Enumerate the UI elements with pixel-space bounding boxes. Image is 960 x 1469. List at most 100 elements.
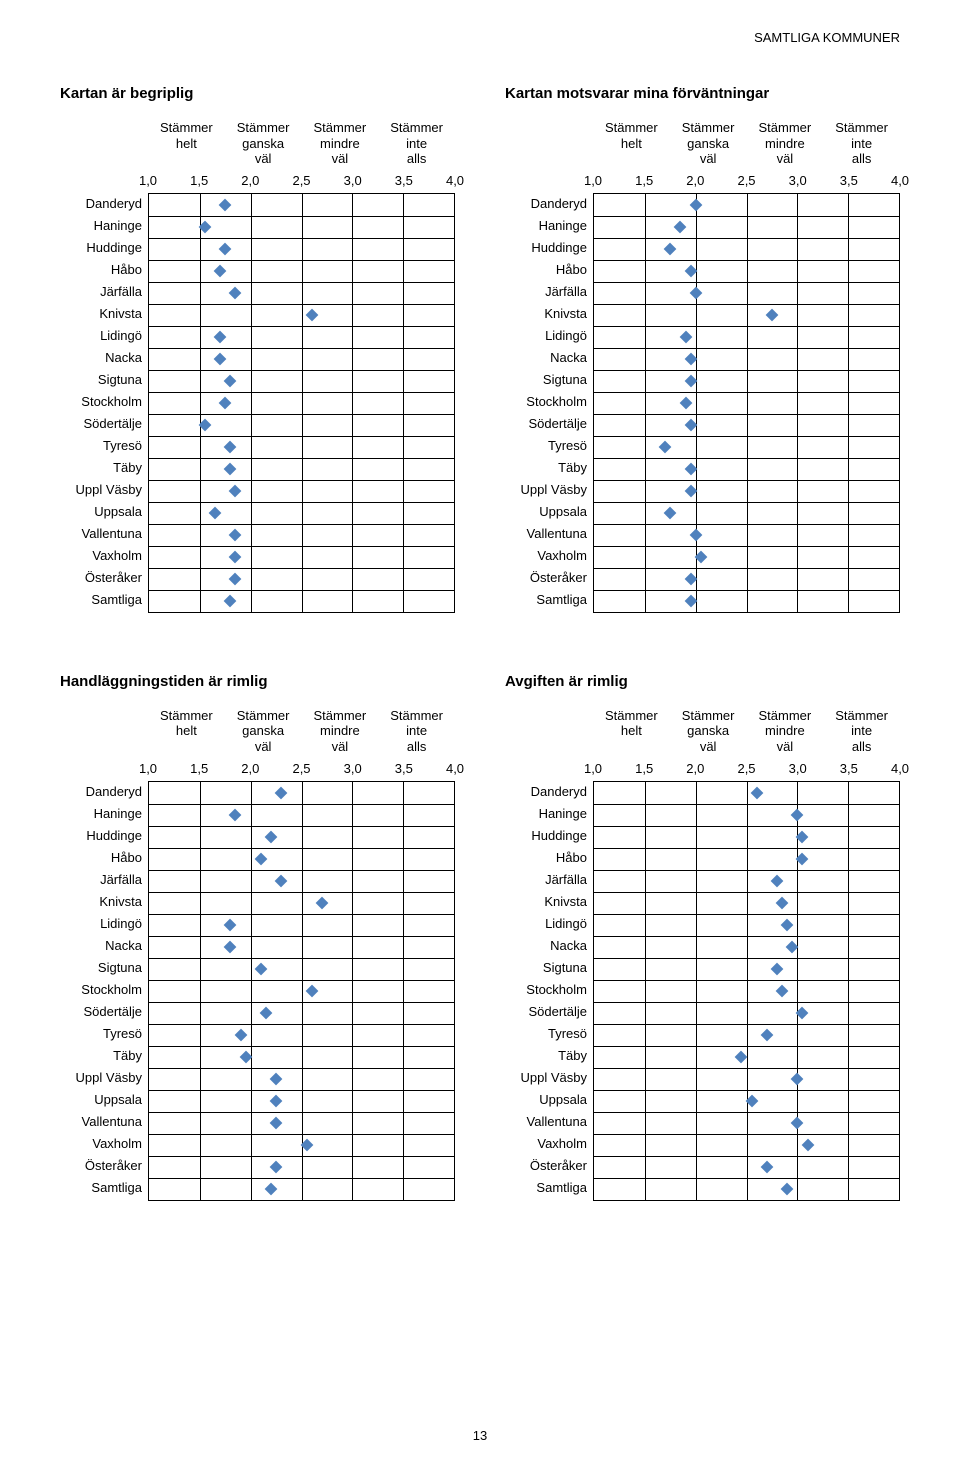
x-tick: 1,0	[584, 173, 602, 188]
data-point	[275, 786, 288, 799]
y-label: Stockholm	[505, 391, 593, 413]
plot-area	[593, 193, 900, 613]
data-point	[275, 874, 288, 887]
y-label: Uppsala	[60, 501, 148, 523]
y-label: Stockholm	[60, 979, 148, 1001]
x-tick: 4,0	[446, 761, 464, 776]
chart-body: DanderydHaningeHuddingeHåboJärfällaKnivs…	[505, 781, 900, 1201]
data-point	[214, 264, 227, 277]
data-point	[760, 1160, 773, 1173]
data-point	[229, 550, 242, 563]
chart-title: Handläggningstiden är rimlig	[60, 673, 455, 690]
scale-label: Stämmerintealls	[823, 120, 900, 167]
y-label: Haninge	[505, 215, 593, 237]
x-tick: 1,5	[635, 761, 653, 776]
grid-v	[200, 782, 201, 1200]
chart-title: Kartan är begriplig	[60, 85, 455, 102]
scale-label: Stämmermindreväl	[302, 120, 379, 167]
charts-row-1: Kartan är begriplig StämmerheltStämmergan…	[60, 85, 900, 613]
data-point	[791, 1116, 804, 1129]
y-label: Tyresö	[60, 1023, 148, 1045]
data-point	[224, 440, 237, 453]
data-point	[224, 940, 237, 953]
y-label: Danderyd	[60, 193, 148, 215]
y-label: Uppl Väsby	[505, 1067, 593, 1089]
y-label: Österåker	[60, 1155, 148, 1177]
scale-label: Stämmerhelt	[148, 120, 225, 167]
x-tick: 3,0	[344, 761, 362, 776]
x-axis: 1,01,52,02,53,03,54,0	[505, 761, 900, 777]
x-tick: 4,0	[891, 761, 909, 776]
y-label: Lidingö	[60, 325, 148, 347]
y-label: Huddinge	[505, 825, 593, 847]
y-label: Vaxholm	[60, 545, 148, 567]
data-point	[659, 440, 672, 453]
y-labels: DanderydHaningeHuddingeHåboJärfällaKnivs…	[60, 781, 148, 1201]
page-number: 13	[0, 1428, 960, 1443]
y-label: Samtliga	[60, 1177, 148, 1199]
x-tick: 1,5	[190, 761, 208, 776]
y-label: Sigtuna	[60, 957, 148, 979]
data-point	[265, 830, 278, 843]
data-point	[229, 286, 242, 299]
scale-label: Stämmerganskaväl	[670, 708, 747, 755]
y-label: Stockholm	[60, 391, 148, 413]
data-point	[781, 1182, 794, 1195]
chart-body: DanderydHaningeHuddingeHåboJärfällaKnivs…	[60, 781, 455, 1201]
data-point	[679, 330, 692, 343]
y-label: Sigtuna	[505, 369, 593, 391]
y-label: Vaxholm	[505, 545, 593, 567]
data-point	[224, 918, 237, 931]
y-label: Vallentuna	[505, 1111, 593, 1133]
data-point	[689, 286, 702, 299]
scale-label: Stämmerhelt	[148, 708, 225, 755]
x-axis: 1,01,52,02,53,03,54,0	[60, 173, 455, 189]
grid-v	[848, 782, 849, 1200]
y-label: Vaxholm	[505, 1133, 593, 1155]
x-tick: 1,0	[139, 173, 157, 188]
chart-1: Kartan är begripligStämmerheltStämmergan…	[60, 85, 455, 613]
data-point	[260, 1006, 273, 1019]
data-point	[270, 1116, 283, 1129]
y-label: Huddinge	[60, 237, 148, 259]
x-tick: 1,0	[584, 761, 602, 776]
y-label: Lidingö	[60, 913, 148, 935]
data-point	[265, 1182, 278, 1195]
data-point	[760, 1028, 773, 1041]
scale-label: Stämmermindreväl	[747, 708, 824, 755]
data-point	[771, 874, 784, 887]
data-point	[791, 1072, 804, 1085]
data-point	[771, 962, 784, 975]
y-label: Uppsala	[505, 501, 593, 523]
data-point	[254, 852, 267, 865]
y-label: Samtliga	[60, 589, 148, 611]
y-label: Knivsta	[60, 303, 148, 325]
data-point	[270, 1094, 283, 1107]
data-point	[224, 462, 237, 475]
y-labels: DanderydHaningeHuddingeHåboJärfällaKnivs…	[60, 193, 148, 613]
data-point	[315, 896, 328, 909]
y-label: Järfälla	[505, 869, 593, 891]
y-label: Knivsta	[505, 303, 593, 325]
data-point	[219, 242, 232, 255]
scale-label: Stämmerhelt	[593, 708, 670, 755]
y-label: Danderyd	[505, 193, 593, 215]
data-point	[801, 1138, 814, 1151]
x-tick: 3,5	[395, 761, 413, 776]
data-point	[270, 1072, 283, 1085]
x-tick: 4,0	[446, 173, 464, 188]
y-label: Vallentuna	[60, 1111, 148, 1133]
x-tick: 2,5	[292, 761, 310, 776]
y-label: Nacka	[60, 935, 148, 957]
y-label: Täby	[60, 1045, 148, 1067]
y-label: Södertälje	[505, 1001, 593, 1023]
data-point	[305, 984, 318, 997]
data-point	[229, 528, 242, 541]
x-tick: 2,5	[737, 173, 755, 188]
y-label: Täby	[505, 1045, 593, 1067]
scale-legend: StämmerheltStämmerganskavälStämmermindre…	[505, 120, 900, 167]
x-axis: 1,01,52,02,53,03,54,0	[60, 761, 455, 777]
y-label: Danderyd	[60, 781, 148, 803]
data-point	[229, 572, 242, 585]
y-labels: DanderydHaningeHuddingeHåboJärfällaKnivs…	[505, 193, 593, 613]
